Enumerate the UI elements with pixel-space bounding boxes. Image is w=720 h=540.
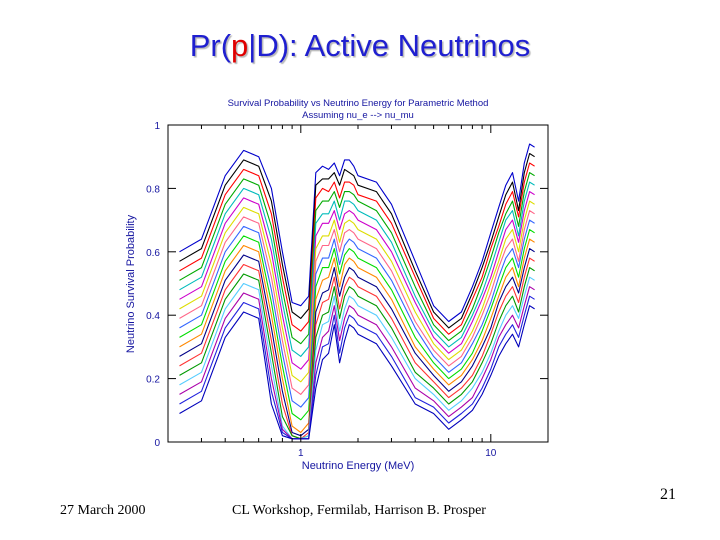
series-line-8 <box>179 210 535 395</box>
y-tick-label: 0.4 <box>146 311 160 322</box>
series-line-14 <box>179 267 535 440</box>
x-axis-label: Neutrino Energy (MeV) <box>302 460 415 472</box>
series-line-10 <box>179 229 535 421</box>
series-line-4 <box>179 172 535 345</box>
y-tick-label: 0 <box>154 438 160 449</box>
series-line-6 <box>179 191 535 370</box>
series-line-9 <box>179 219 535 408</box>
page-number: 21 <box>660 486 676 503</box>
series-line-15 <box>179 276 535 440</box>
footer-credit: CL Workshop, Fermilab, Harrison B. Prosp… <box>232 503 486 518</box>
series-layer <box>179 143 535 440</box>
x-axis-ticks: 1 10 <box>200 125 497 459</box>
series-line-12 <box>179 248 535 437</box>
chart-subtitle: Assuming nu_e --> nu_mu <box>302 110 414 121</box>
y-axis-ticks: 0 0.2 0.4 0.6 0.8 1 <box>146 121 548 449</box>
y-tick-label: 1 <box>154 121 160 132</box>
chart-title: Survival Probability vs Neutrino Energy … <box>228 98 489 109</box>
series-line-1 <box>179 143 535 323</box>
slide-title-highlight: p <box>231 28 249 63</box>
slide-title-suffix: |D): Active Neutrinos <box>248 28 531 63</box>
y-axis-label: Neutrino Survival Probability <box>125 214 137 353</box>
y-tick-label: 0.6 <box>146 248 160 259</box>
slide-title-prefix: Pr( <box>189 28 232 63</box>
series-line-17 <box>179 295 535 440</box>
footer-date: 27 March 2000 <box>60 503 146 518</box>
series-line-2 <box>179 152 535 329</box>
y-tick-label: 0.2 <box>146 375 160 386</box>
x-tick-label: 10 <box>485 448 497 459</box>
series-line-5 <box>179 181 535 357</box>
series-line-7 <box>179 200 535 383</box>
series-line-11 <box>179 238 535 434</box>
series-line-3 <box>179 162 535 335</box>
x-tick-label: 1 <box>298 448 304 459</box>
survival-probability-chart: Survival Probability vs Neutrino Energy … <box>125 98 549 472</box>
slide-title: Pr(p|D): Active Neutrinos <box>0 28 720 64</box>
series-line-18 <box>179 305 535 440</box>
series-line-13 <box>179 257 535 440</box>
y-tick-label: 0.8 <box>146 184 160 195</box>
series-line-16 <box>179 286 535 440</box>
